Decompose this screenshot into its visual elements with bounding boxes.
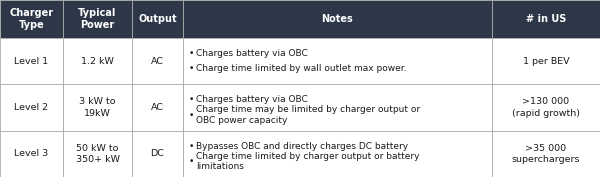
Bar — [132, 84, 183, 131]
Text: Charger
Type: Charger Type — [10, 8, 53, 30]
Text: 1.2 kW: 1.2 kW — [81, 57, 114, 66]
Text: AC: AC — [151, 57, 164, 66]
Bar — [63, 38, 132, 84]
Text: >130 000
(rapid growth): >130 000 (rapid growth) — [512, 98, 580, 118]
Bar — [183, 0, 492, 38]
Bar — [63, 84, 132, 131]
Bar — [132, 0, 183, 38]
Text: •: • — [189, 142, 194, 151]
Bar — [492, 84, 600, 131]
Text: Level 1: Level 1 — [14, 57, 49, 66]
Text: 3 kW to
19kW: 3 kW to 19kW — [79, 98, 116, 118]
Text: Level 3: Level 3 — [14, 149, 49, 158]
Text: Level 2: Level 2 — [14, 103, 49, 112]
Text: Charge time may be limited by charger output or
OBC power capacity: Charge time may be limited by charger ou… — [196, 105, 421, 125]
Text: Notes: Notes — [322, 14, 353, 24]
Text: Charges battery via OBC: Charges battery via OBC — [196, 49, 308, 58]
Bar — [63, 0, 132, 38]
Text: Charges battery via OBC: Charges battery via OBC — [196, 95, 308, 104]
Bar — [0, 0, 63, 38]
Text: •: • — [189, 111, 194, 120]
Bar — [492, 38, 600, 84]
Text: •: • — [189, 157, 194, 166]
Text: Charge time limited by wall outlet max power.: Charge time limited by wall outlet max p… — [196, 64, 407, 73]
Text: DC: DC — [151, 149, 164, 158]
Text: •: • — [189, 95, 194, 104]
Text: 50 kW to
350+ kW: 50 kW to 350+ kW — [76, 144, 119, 164]
Text: Bypasses OBC and directly charges DC battery: Bypasses OBC and directly charges DC bat… — [196, 142, 409, 151]
Bar — [63, 131, 132, 177]
Text: •: • — [189, 49, 194, 58]
Text: Output: Output — [138, 14, 177, 24]
Bar — [132, 38, 183, 84]
Text: Typical
Power: Typical Power — [79, 8, 116, 30]
Bar — [183, 131, 492, 177]
Bar — [0, 84, 63, 131]
Bar — [132, 131, 183, 177]
Bar — [492, 0, 600, 38]
Text: AC: AC — [151, 103, 164, 112]
Bar — [0, 38, 63, 84]
Text: 1 per BEV: 1 per BEV — [523, 57, 569, 66]
Bar — [183, 84, 492, 131]
Text: Charge time limited by charger output or battery
limitations: Charge time limited by charger output or… — [196, 152, 420, 171]
Bar — [183, 38, 492, 84]
Text: >35 000
superchargers: >35 000 superchargers — [512, 144, 580, 164]
Text: •: • — [189, 64, 194, 73]
Bar — [0, 131, 63, 177]
Text: # in US: # in US — [526, 14, 566, 24]
Bar — [492, 131, 600, 177]
